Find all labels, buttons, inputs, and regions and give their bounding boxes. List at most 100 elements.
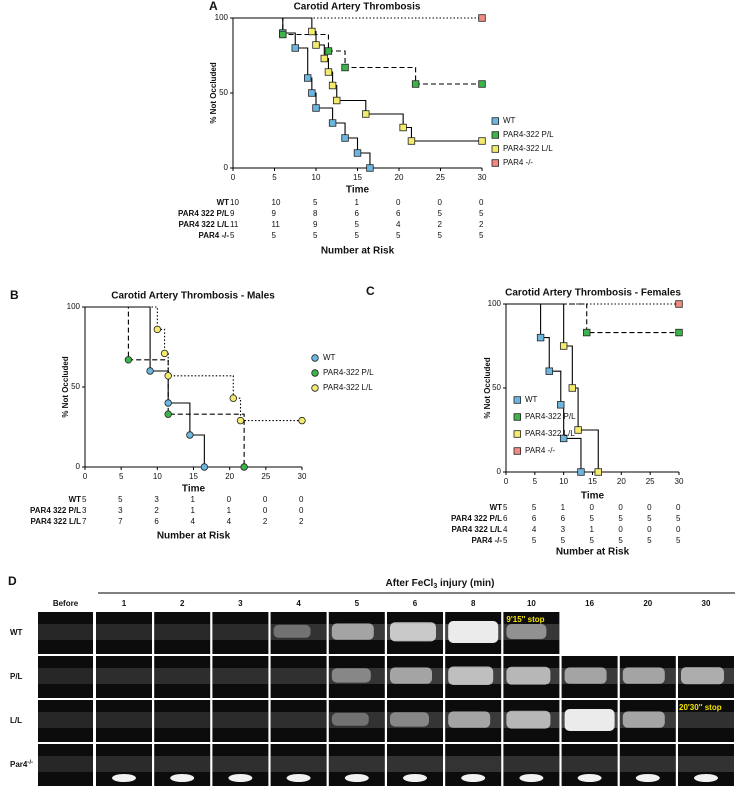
survival-line: [506, 303, 679, 334]
risk-value: 5: [479, 209, 484, 218]
risk-value: 4: [532, 525, 537, 534]
microscopy-image: [154, 700, 211, 742]
column-label: 5: [355, 599, 360, 608]
x-tick-label: 0: [83, 472, 88, 481]
thrombus: [448, 666, 494, 685]
risk-value: 5: [355, 220, 360, 229]
risk-value: 0: [438, 198, 443, 207]
microscopy-image: [270, 612, 327, 654]
microscopy-image: [96, 612, 152, 654]
row-label-part: -/-: [27, 760, 33, 766]
risk-value: 5: [313, 231, 318, 240]
risk-value: 0: [227, 495, 232, 504]
risk-value: 0: [647, 503, 652, 512]
risk-value: 0: [618, 525, 623, 534]
risk-value: 6: [396, 209, 401, 218]
vessel-band: [38, 712, 93, 728]
vessel-band: [678, 756, 734, 772]
vessel-band: [387, 712, 443, 728]
microscopy-image: [678, 700, 734, 742]
censor-marker: [298, 416, 306, 425]
legend-label: PAR4-322 L/L: [525, 429, 575, 438]
risk-value: 3: [118, 506, 123, 515]
legend-label: PAR4-322 P/L: [323, 368, 374, 377]
y-tick-label: 100: [67, 302, 81, 311]
x-tick-label: 25: [436, 173, 445, 182]
y-tick-label: 100: [215, 13, 229, 22]
chart-title: Carotid Artery Thrombosis - Males: [111, 291, 275, 302]
censor-marker: [328, 81, 337, 90]
risk-value: 2: [299, 517, 304, 526]
censor-marker: [559, 434, 568, 443]
risk-value: 5: [532, 536, 537, 545]
censor-marker: [675, 300, 683, 308]
risk-value: 10: [272, 198, 281, 207]
annotation: 9'15'' stop: [506, 615, 544, 624]
row-label: P/L: [10, 672, 23, 681]
thrombus: [390, 622, 436, 642]
vessel-band: [96, 712, 152, 728]
column-label: 30: [702, 599, 711, 608]
risk-value: 1: [590, 525, 595, 534]
survival-line: [506, 303, 582, 472]
risk-value: 5: [561, 536, 566, 545]
y-tick-label: 100: [488, 299, 502, 308]
y-tick-label: 50: [219, 88, 228, 97]
risk-value: 5: [532, 503, 537, 512]
censor-marker: [303, 74, 312, 82]
thrombus: [344, 774, 369, 782]
column-label: 1: [122, 599, 127, 608]
censor-marker: [320, 54, 328, 63]
risk-table-title: Number at Risk: [157, 531, 231, 542]
column-label: 6: [413, 599, 418, 608]
thrombus: [448, 621, 499, 643]
risk-row-label: PAR4 322 L/L: [30, 517, 81, 526]
vessel-band: [328, 756, 385, 772]
vessel-band: [445, 756, 502, 772]
thrombus: [577, 774, 602, 782]
y-tick-label: 50: [492, 383, 501, 392]
x-tick-label: 30: [675, 477, 684, 486]
risk-value: 5: [438, 231, 443, 240]
risk-table-title: Number at Risk: [556, 547, 630, 558]
risk-value: 5: [618, 536, 623, 545]
risk-value: 0: [263, 506, 268, 515]
x-tick-label: 20: [225, 472, 234, 481]
x-tick-label: 5: [272, 173, 277, 182]
censor-marker: [411, 80, 420, 88]
y-tick-label: 0: [497, 467, 502, 476]
row-label-part: P/L: [10, 672, 23, 681]
thrombus: [622, 667, 665, 684]
legend-marker: [491, 117, 499, 125]
risk-value: 6: [503, 514, 508, 523]
x-tick-label: 15: [588, 477, 597, 486]
legend-marker: [491, 159, 499, 167]
x-tick-label: 0: [231, 173, 236, 182]
y-tick-label: 50: [71, 382, 80, 391]
vessel-band: [619, 756, 676, 772]
risk-row-label: PAR4 -/-: [471, 536, 502, 545]
survival-line: [233, 17, 482, 85]
censor-marker: [160, 349, 169, 358]
vessel-band: [96, 756, 152, 772]
risk-value: 5: [676, 514, 681, 523]
risk-row-label: WT: [69, 495, 82, 504]
risk-value: 0: [676, 525, 681, 534]
thrombus: [448, 711, 491, 728]
vessel-band: [387, 756, 443, 772]
risk-value: 6: [561, 514, 566, 523]
vessel-band: [270, 624, 327, 640]
censor-marker: [583, 328, 591, 337]
risk-value: 5: [118, 495, 123, 504]
y-tick-label: 0: [76, 462, 81, 471]
legend-label: WT: [503, 116, 516, 125]
risk-value: 4: [227, 517, 232, 526]
survival-line: [85, 306, 245, 467]
x-tick-label: 10: [312, 173, 321, 182]
risk-value: 2: [438, 220, 443, 229]
legend-marker: [513, 430, 521, 438]
thrombus: [506, 624, 547, 639]
censor-marker: [568, 384, 577, 392]
vessel-band: [212, 712, 269, 728]
legend-marker: [311, 384, 319, 392]
